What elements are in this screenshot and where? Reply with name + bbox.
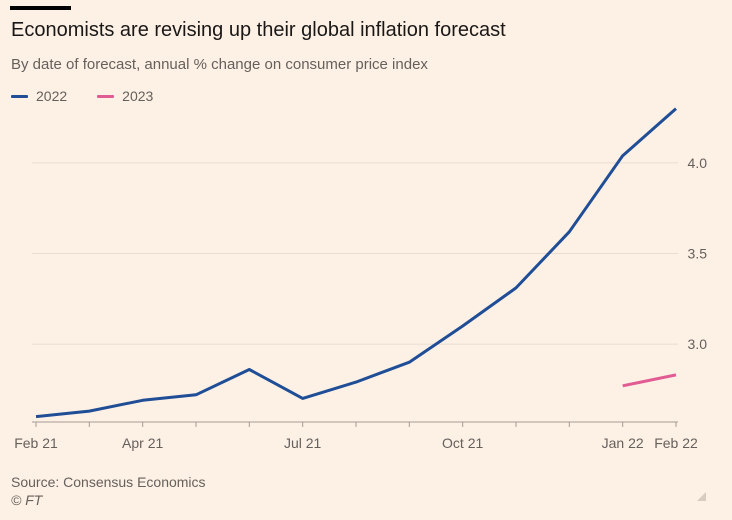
brand-top-bar <box>10 6 71 10</box>
x-tick-label-apr-21: Apr 21 <box>122 435 163 451</box>
x-tick-label-jul-21: Jul 21 <box>284 435 322 451</box>
series-line-2022 <box>35 107 677 419</box>
chart-subtitle: By date of forecast, annual % change on … <box>11 56 428 73</box>
y-tick-label-3.5: 3.5 <box>688 246 708 262</box>
legend-swatch-2023 <box>97 94 115 98</box>
y-tick-label-4.0: 4.0 <box>688 155 708 171</box>
credit-note: © FT <box>11 492 43 508</box>
chart-title: Economists are revising up their global … <box>11 19 506 41</box>
legend: 2022 2023 <box>11 86 183 106</box>
legend-item-2022: 2022 <box>11 88 67 104</box>
x-tick-label-feb-22: Feb 22 <box>654 435 698 451</box>
resize-corner-icon <box>697 492 706 501</box>
x-tick-label-oct-21: Oct 21 <box>442 435 483 451</box>
series-line-2023 <box>622 373 677 388</box>
x-tick-label-jan-22: Jan 22 <box>602 435 644 451</box>
legend-swatch-2022 <box>11 94 28 98</box>
source-note: Source: Consensus Economics <box>11 474 206 490</box>
legend-item-2023: 2023 <box>97 88 153 104</box>
y-tick-label-3.0: 3.0 <box>688 336 708 352</box>
x-tick-label-feb-21: Feb 21 <box>14 435 58 451</box>
legend-label-2023: 2023 <box>122 88 154 104</box>
legend-label-2022: 2022 <box>36 88 68 104</box>
